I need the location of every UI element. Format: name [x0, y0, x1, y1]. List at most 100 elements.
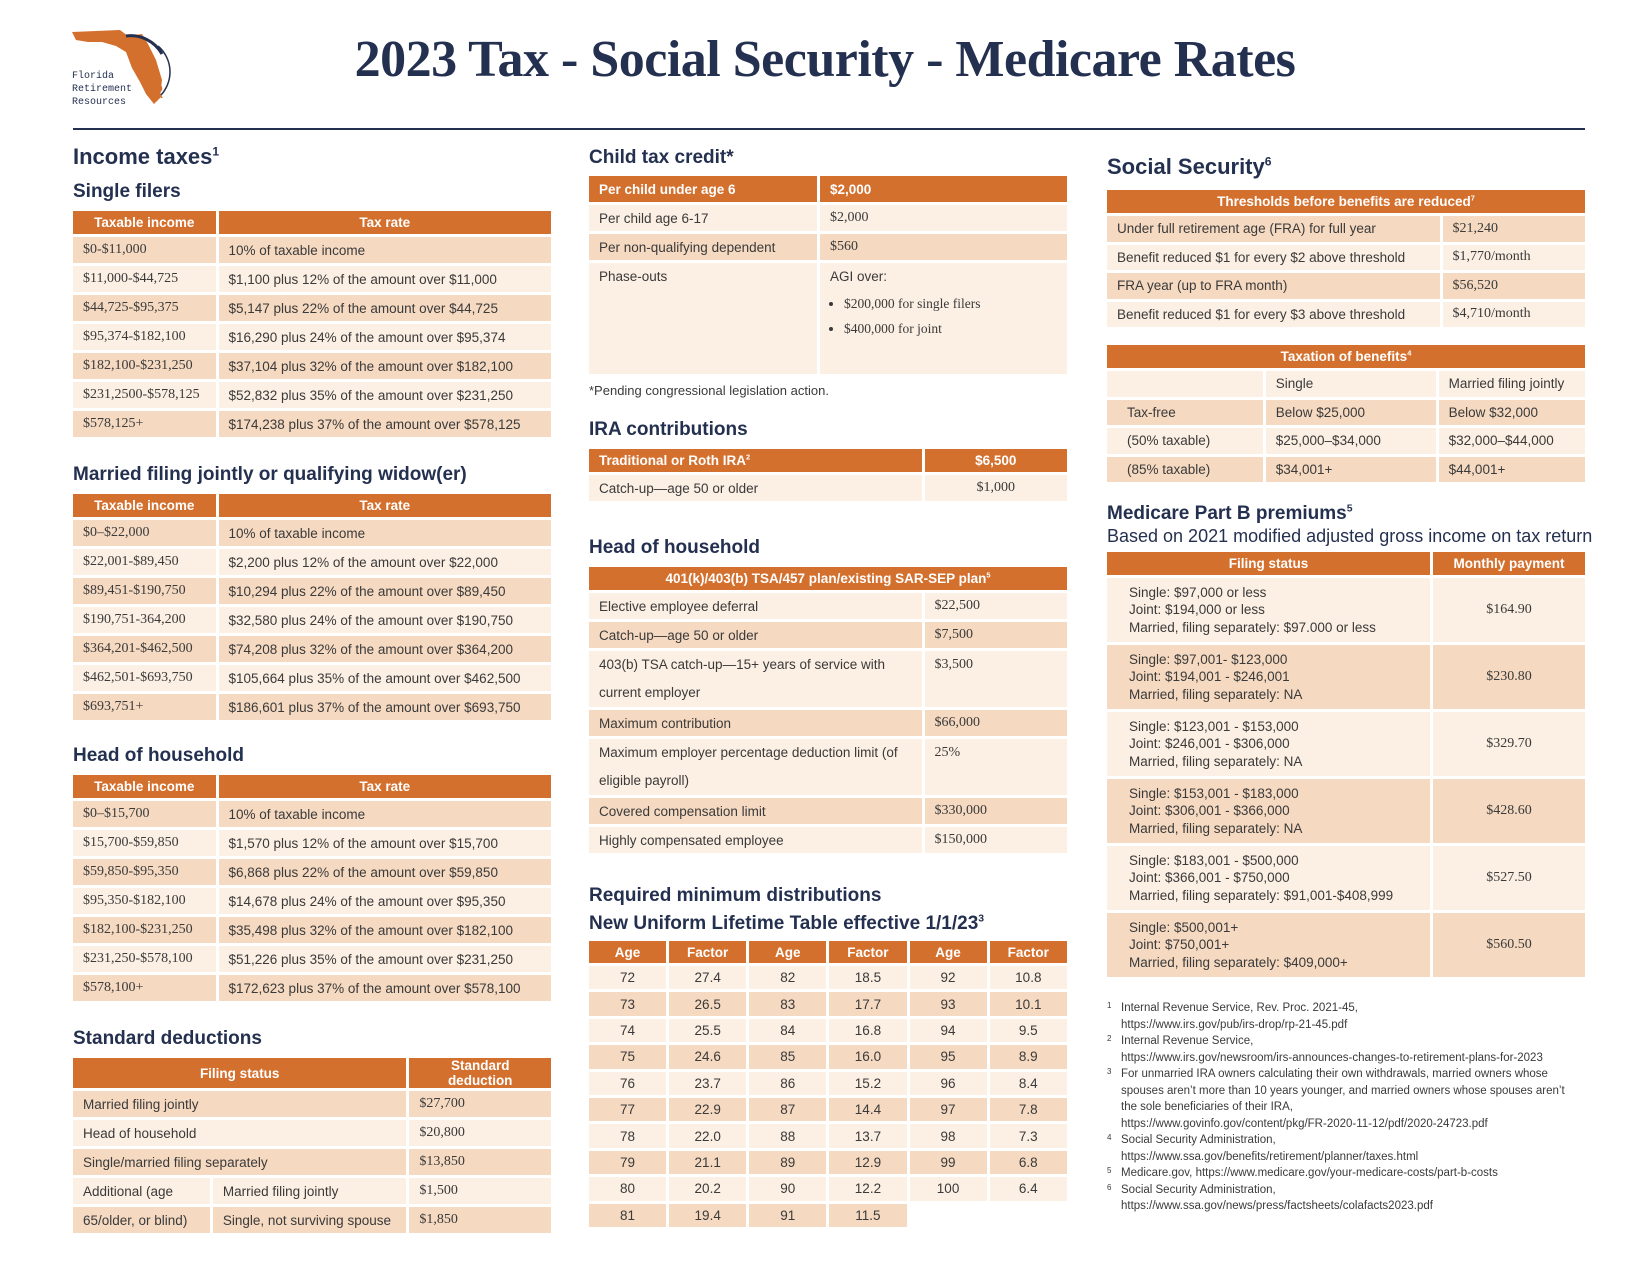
row: Under full retirement age (FRA) for full…: [1107, 216, 1585, 242]
cell: 23.7: [669, 1071, 747, 1095]
text: New Uniform Lifetime Table effective 1/1…: [589, 913, 979, 934]
row: Highly compensated employee $150,000: [589, 827, 1067, 853]
text: Single filers: [73, 181, 181, 202]
row: $11,000-$44,725 $1,100 plus 12% of the am…: [73, 266, 551, 292]
row: Head of household $20,800: [73, 1120, 551, 1146]
text: Married, filing separately: $409,000+: [1129, 954, 1348, 970]
text: Social Security Administration,: [1121, 1134, 1276, 1146]
cell: 73: [589, 992, 667, 1016]
cell: Single: $153,001 - $183,000 Joint: $306,0…: [1107, 779, 1430, 843]
cell: $2,000: [820, 176, 1067, 202]
row: $364,201-$462,500 $74,208 plus 32% of the…: [73, 636, 551, 662]
table: Filing status Monthly payment Single: $97,…: [1104, 549, 1588, 980]
note: *Pending congressional legislation actio…: [589, 383, 829, 398]
cell: 86: [749, 1071, 827, 1095]
cell: Highly compensated employee: [589, 827, 922, 853]
header-row: Taxable income Tax rate: [73, 494, 551, 517]
cell: Factor: [829, 941, 907, 963]
text: https://www.irs.gov/pub/irs-drop/rp-21-4…: [1121, 1018, 1348, 1031]
cell: $35,498 plus 32% of the amount over $182…: [218, 917, 551, 943]
superscript: 1: [212, 144, 220, 159]
text: https://www.ssa.gov/news/press/factsheet…: [1121, 1200, 1433, 1212]
text: Social Security Administration,: [1121, 1183, 1276, 1196]
cell: 8.4: [989, 1071, 1067, 1095]
header-row: Traditional or Roth IRA2 $6,500: [589, 449, 1067, 472]
text: Joint: $194,000 or less: [1129, 602, 1265, 618]
section-heading: Head of household: [589, 537, 760, 559]
row: 81 19.4 91 11.5: [589, 1203, 1067, 1227]
cell: 21.1: [669, 1150, 747, 1175]
cell: 95: [909, 1045, 987, 1069]
cell: 12.9: [829, 1150, 907, 1175]
cell: Per non-qualifying dependent: [589, 234, 817, 260]
table: Taxable income Tax rate $0-$11,000 10% of t…: [70, 208, 554, 440]
cell: $6,500: [924, 449, 1067, 472]
header-row: 401(k)/403(b) TSA/457 plan/existing SAR-…: [589, 567, 1067, 590]
cell: $66,000: [924, 710, 1067, 736]
cell: Single: $500,001+ Joint: $750,001+ Married…: [1107, 913, 1430, 977]
block: Taxable income Tax rate $0–$22,000 10% of t…: [73, 494, 551, 720]
section-heading: Child tax credit*: [589, 147, 734, 169]
cell: 100: [909, 1177, 987, 1201]
cell: $2,000: [820, 205, 1067, 231]
cell: 16.8: [829, 1018, 907, 1043]
text: Married, filing separately: NA: [1129, 686, 1303, 702]
section-heading: Standard deductions: [73, 1028, 262, 1050]
footnote-number: 5: [1107, 1166, 1112, 1175]
block: Taxable income Tax rate $0–$15,700 10% of t…: [73, 775, 551, 1001]
cell: $13,850: [409, 1149, 551, 1175]
cell: 74: [589, 1018, 667, 1043]
text: Standard deductions: [73, 1028, 262, 1049]
text: Medicare.gov, https://www.medicare.gov/y…: [1121, 1167, 1498, 1179]
row: Single: $153,001 - $183,000 Joint: $306,0…: [1107, 779, 1585, 843]
text: Joint: $306,001 - $366,000: [1129, 803, 1290, 819]
text: Joint: $194,001 - $246,001: [1129, 669, 1290, 685]
row: Covered compensation limit $330,000: [589, 798, 1067, 824]
row: $182,100-$231,250 $35,498 plus 32% of the…: [73, 917, 551, 943]
cell: Married filing jointly: [1438, 371, 1585, 397]
row: $231,2500-$578,125 $52,832 plus 35% of th…: [73, 382, 551, 408]
cell: 92: [909, 966, 987, 990]
row: (50% taxable) $25,000–$34,000 $32,000–$44,…: [1107, 428, 1585, 454]
cell: $44,725-$95,375: [73, 295, 216, 321]
block: Traditional or Roth IRA2 $6,500 Catch-up—a…: [589, 449, 1067, 501]
text: Thresholds before benefits are reduced: [1217, 194, 1471, 209]
row: 74 25.5 84 16.8 94 9.5: [589, 1018, 1067, 1043]
cell: 88: [749, 1124, 827, 1148]
cell: $172,623 plus 37% of the amount over $57…: [218, 975, 551, 1001]
row: Single: $500,001+ Joint: $750,001+ Married…: [1107, 913, 1585, 977]
row: $231,250-$578,100 $51,226 plus 35% of the…: [73, 946, 551, 972]
text: https://www.irs.gov/newsroom/irs-announc…: [1121, 1051, 1543, 1064]
cell: Elective employee deferral: [589, 593, 922, 619]
footnote-text: Internal Revenue Service, Rev. Proc. 202…: [1121, 1000, 1358, 1033]
cell: Filing status: [73, 1058, 407, 1088]
footnote-number: 3: [1107, 1067, 1112, 1076]
cell: $1,000: [924, 475, 1067, 501]
section-heading: Married filing jointly or qualifying wid…: [73, 464, 467, 486]
text: https://www.govinfo.gov/content/pkg/FR-2…: [1121, 1117, 1488, 1130]
cell: 97: [909, 1097, 987, 1122]
cell: Under full retirement age (FRA) for full…: [1107, 216, 1440, 242]
cell: $15,700-$59,850: [73, 830, 216, 856]
cell: $32,580 plus 24% of the amount over $190…: [218, 607, 551, 633]
text: IRA contributions: [589, 419, 748, 440]
cell: $231,2500-$578,125: [73, 382, 216, 408]
row: $15,700-$59,850 $1,570 plus 12% of the am…: [73, 830, 551, 856]
cell: [990, 1204, 1067, 1227]
cell: Factor: [669, 941, 747, 963]
text: Internal Revenue Service,: [1121, 1035, 1254, 1047]
cell: $1,500: [409, 1178, 551, 1204]
superscript: 5: [986, 570, 991, 580]
cell: $4,710/month: [1442, 301, 1585, 327]
cell: 26.5: [669, 992, 747, 1016]
row: Single: $123,001 - $153,000 Joint: $246,0…: [1107, 712, 1585, 776]
table: Thresholds before benefits are reduced7 U…: [1104, 187, 1588, 330]
row: $578,100+ $172,623 plus 37% of the amount…: [73, 975, 551, 1001]
row: Single: $183,001 - $500,000 Joint: $366,0…: [1107, 846, 1585, 910]
header-row: Filing status Standard deduction: [73, 1058, 551, 1088]
cell: Age: [749, 941, 827, 963]
block: Taxation of benefits4 Single Married filin…: [1107, 345, 1585, 482]
footnote: 1 Internal Revenue Service, Rev. Proc. 20…: [1107, 1000, 1575, 1033]
cell: $164.90: [1433, 578, 1585, 642]
block: Medicare Part B premiums5: [1107, 503, 1353, 525]
